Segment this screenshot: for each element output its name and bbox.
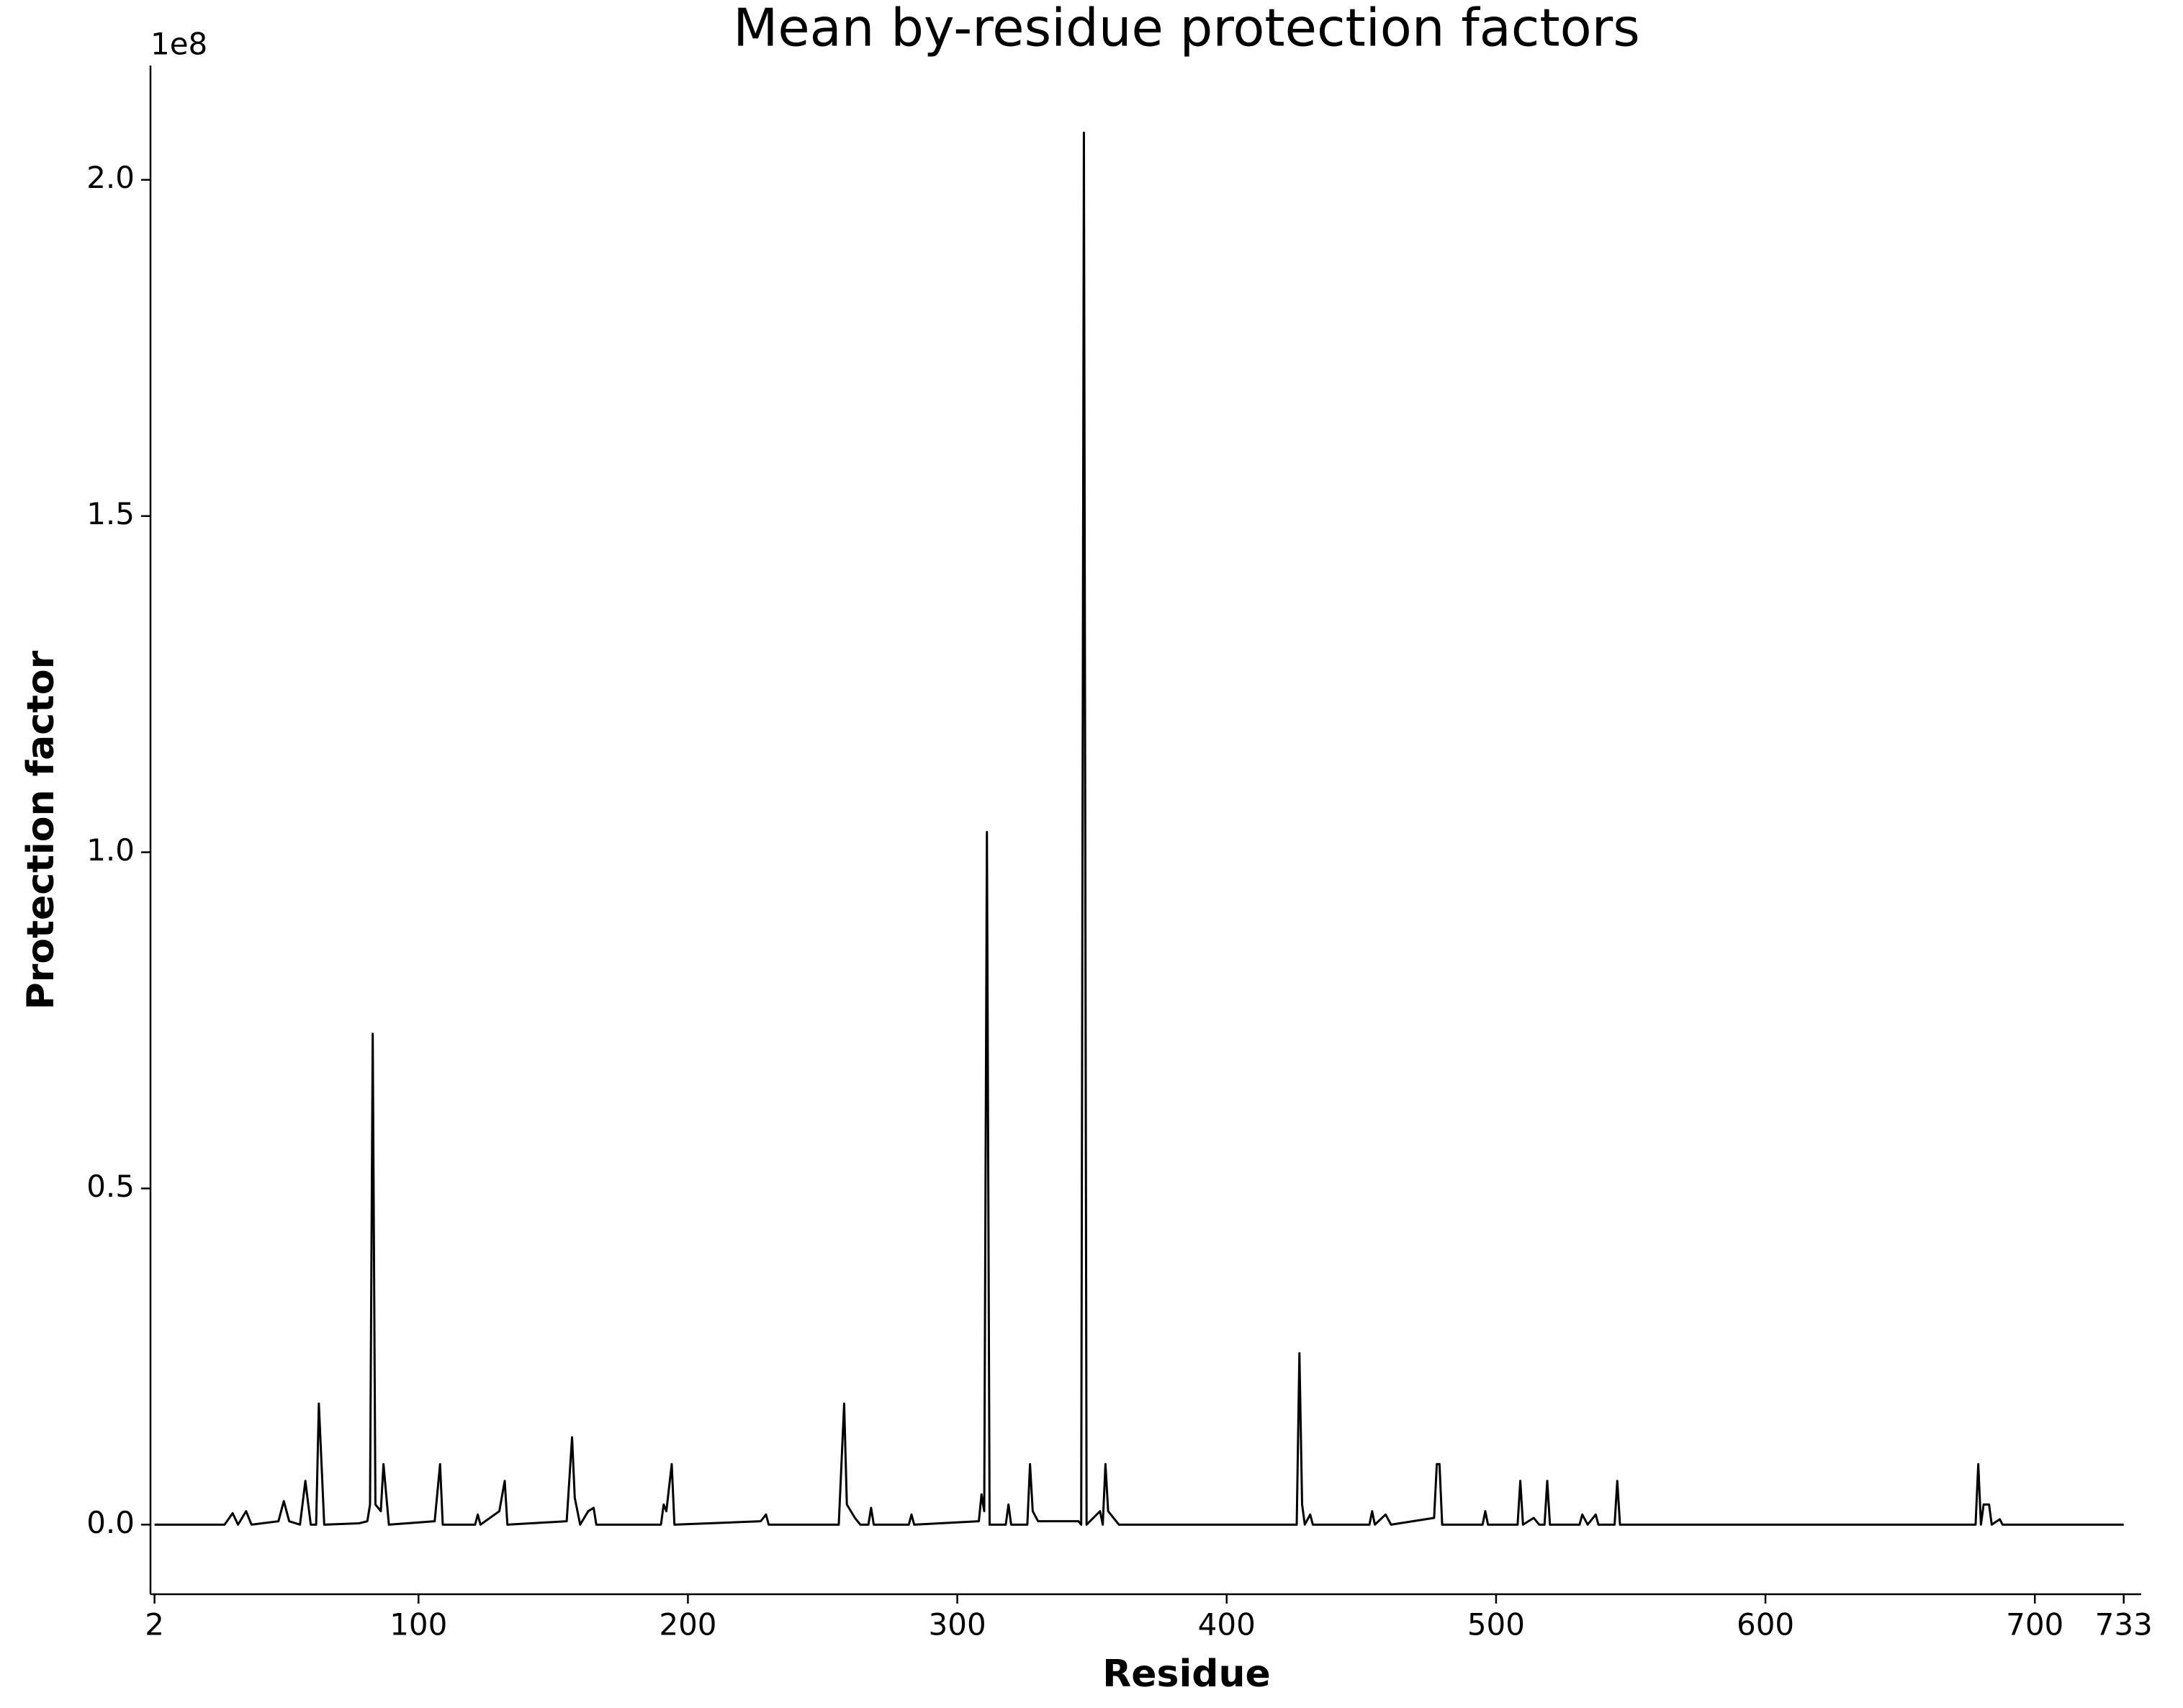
x-tick-label: 200 bbox=[659, 1607, 716, 1642]
x-tick-label: 600 bbox=[1737, 1607, 1794, 1642]
data-line bbox=[154, 131, 2124, 1526]
x-tick-label: 500 bbox=[1467, 1607, 1525, 1642]
x-tick-label: 700 bbox=[2006, 1607, 2063, 1642]
y-tick-label: 1.5 bbox=[86, 496, 135, 531]
y-offset-label: 1e8 bbox=[150, 27, 207, 62]
x-tick-label: 733 bbox=[2095, 1607, 2153, 1642]
y-tick-label: 0.0 bbox=[86, 1505, 135, 1540]
x-tick-label: 2 bbox=[145, 1607, 164, 1642]
x-axis-label: Residue bbox=[1102, 1653, 1271, 1696]
x-tick-label: 300 bbox=[929, 1607, 986, 1642]
y-tick-label: 1.0 bbox=[86, 832, 135, 868]
chart-title: Mean by-residue protection factors bbox=[733, 0, 1640, 58]
x-tick-label: 400 bbox=[1198, 1607, 1256, 1642]
y-tick-label: 0.5 bbox=[86, 1169, 135, 1204]
x-tick-label: 100 bbox=[390, 1607, 447, 1642]
y-axis-label: Protection factor bbox=[19, 650, 63, 1010]
y-tick-label: 2.0 bbox=[86, 160, 135, 195]
